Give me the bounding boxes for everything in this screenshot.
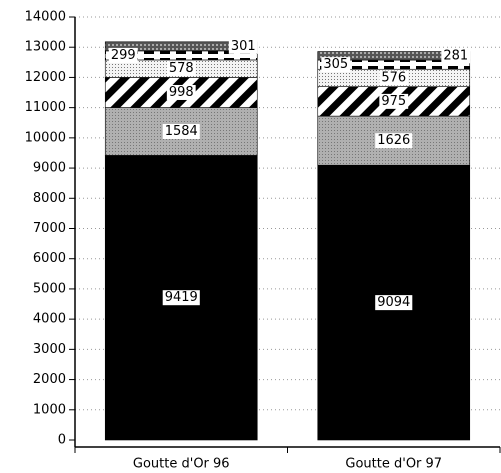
y-tick-label: 14000 [25, 10, 66, 25]
label-background [379, 70, 409, 86]
label-background [375, 133, 413, 149]
y-tick-label: 11000 [25, 100, 66, 115]
label-background [166, 84, 196, 100]
label-background [162, 290, 200, 306]
data-label: 305 [323, 57, 348, 72]
x-tick-label: Goutte d'Or 96 [133, 457, 230, 472]
data-label: 576 [381, 70, 406, 85]
label-background [228, 38, 258, 54]
y-tick-label: 5000 [33, 281, 66, 296]
data-label: 1626 [377, 133, 410, 148]
y-tick-label: 13000 [25, 40, 66, 55]
data-label: 299 [111, 48, 136, 63]
label-background [321, 57, 351, 73]
data-label: 9419 [165, 290, 198, 305]
y-tick-label: 6000 [33, 251, 66, 266]
label-background [375, 295, 413, 311]
y-tick-label: 4000 [33, 312, 66, 327]
x-tick-label: Goutte d'Or 97 [345, 457, 442, 472]
label-background [162, 123, 200, 139]
label-background [441, 48, 471, 64]
data-label: 578 [169, 61, 194, 76]
y-tick-label: 7000 [33, 221, 66, 236]
y-tick-label: 2000 [33, 372, 66, 387]
data-label: 1584 [165, 124, 198, 139]
y-tick-label: 9000 [33, 161, 66, 176]
y-tick-label: 8000 [33, 191, 66, 206]
y-tick-label: 12000 [25, 70, 66, 85]
data-label: 301 [231, 39, 256, 54]
data-label: 998 [169, 85, 194, 100]
data-label: 975 [381, 94, 406, 109]
label-background [166, 61, 196, 77]
y-tick-label: 1000 [33, 402, 66, 417]
y-tick-label: 3000 [33, 342, 66, 357]
data-label: 281 [443, 48, 468, 63]
label-background [108, 47, 138, 63]
data-label: 9094 [377, 295, 410, 310]
label-background [379, 93, 409, 109]
y-tick-label: 10000 [25, 130, 66, 145]
y-tick-label: 0 [58, 433, 66, 448]
